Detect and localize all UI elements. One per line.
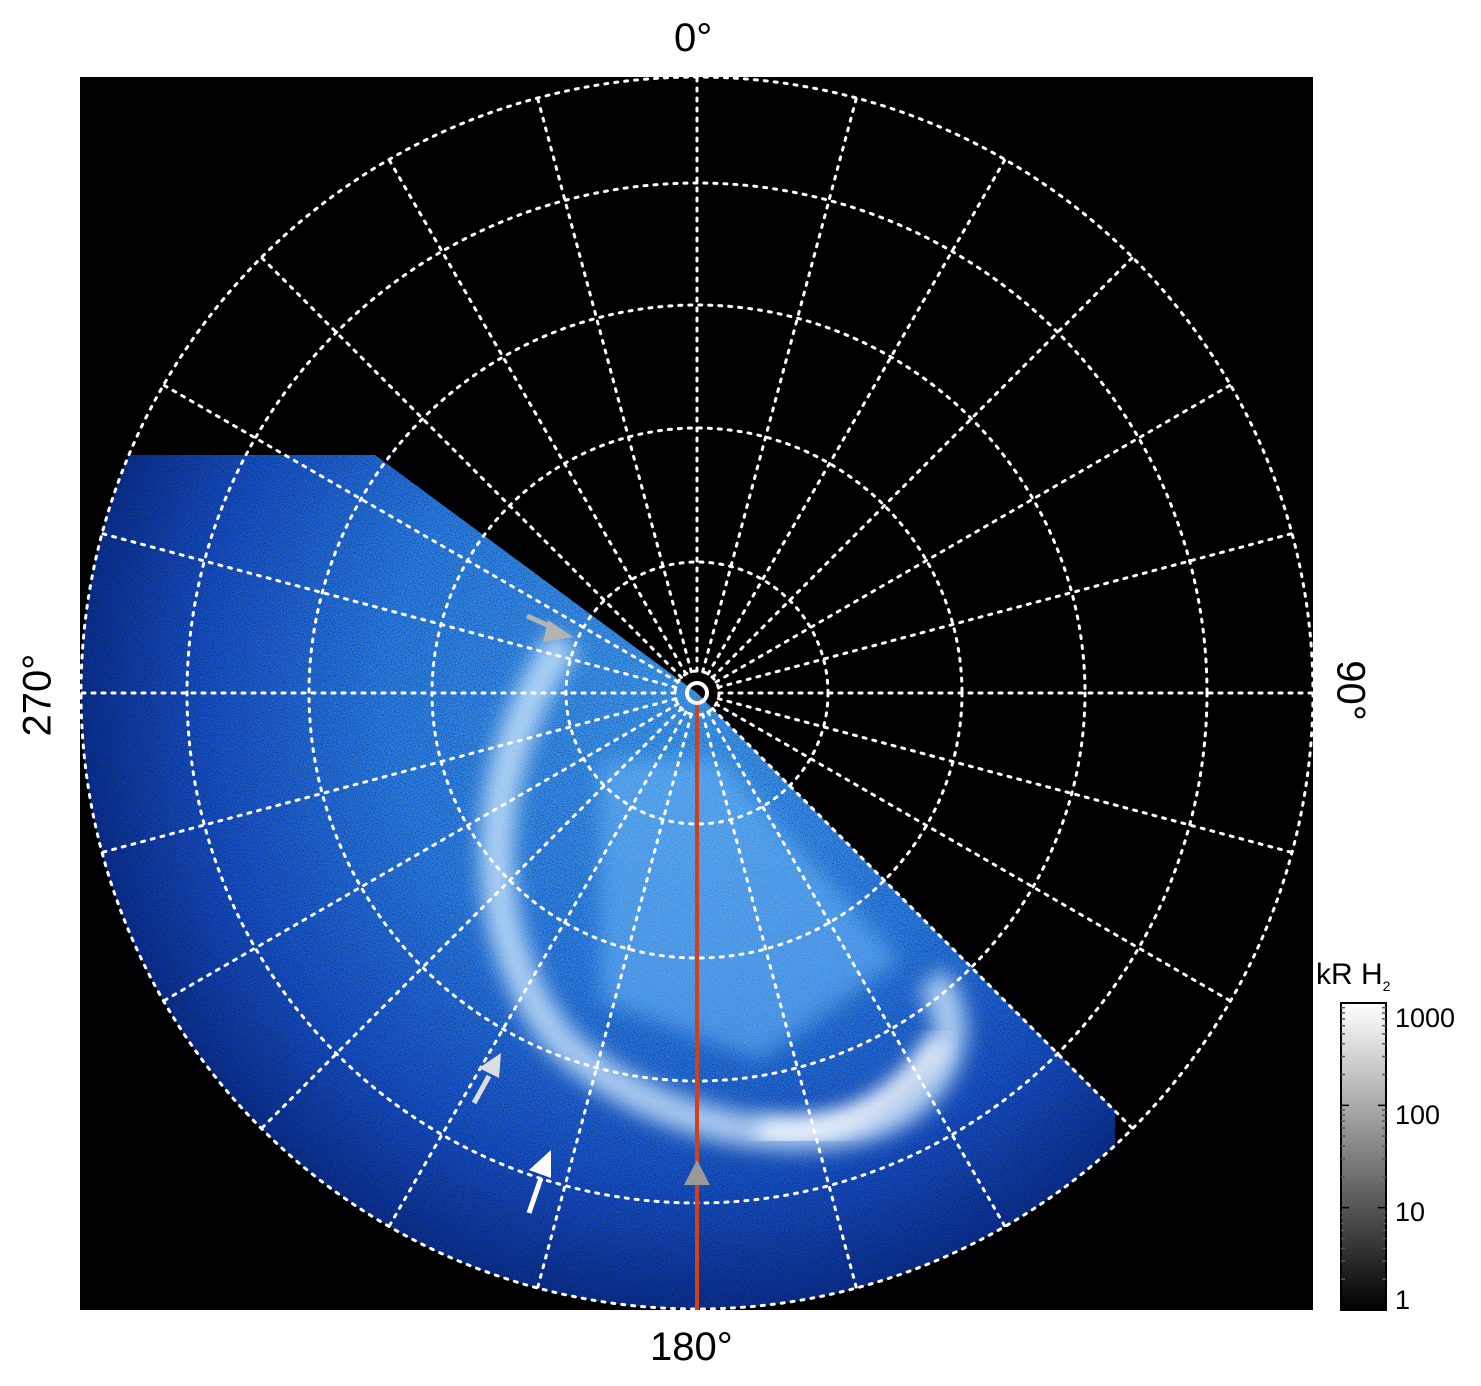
- longitude-line: [716, 697, 1294, 854]
- longitude-line: [162, 702, 680, 1003]
- colorbar-ticks: [1341, 1006, 1386, 1311]
- longitude-line: [387, 158, 688, 676]
- label-0-deg: 0°: [674, 16, 713, 60]
- polar-emission: [600, 760, 900, 1060]
- triangle-marker: [684, 1160, 710, 1185]
- pole-marker: [685, 681, 709, 705]
- longitude-line: [701, 96, 858, 674]
- colorbar-title: kR H2: [1316, 958, 1390, 994]
- white-arrow-lower: [526, 1150, 551, 1214]
- longitude-line: [162, 383, 680, 684]
- colorbar-tick-1: 1: [1395, 1285, 1411, 1315]
- longitude-line: [259, 707, 683, 1131]
- longitude-line: [259, 255, 683, 679]
- longitude-line: [711, 255, 1135, 679]
- longitude-line: [100, 532, 678, 689]
- colorbar-tick-100: 100: [1395, 1100, 1441, 1130]
- longitude-line: [387, 710, 688, 1228]
- longitude-line: [706, 710, 1007, 1228]
- longitude-line: [716, 532, 1294, 689]
- longitude-line: [711, 707, 1135, 1131]
- main-auroral-oval: [479, 630, 967, 1151]
- colorbar-title-subscript: 2: [1382, 978, 1391, 994]
- label-180-deg: 180°: [650, 1325, 733, 1369]
- colorbar: [1340, 1002, 1387, 1311]
- colorbar-title-text: kR H: [1316, 958, 1383, 991]
- longitude-line: [714, 702, 1232, 1003]
- longitude-line: [701, 712, 858, 1290]
- white-arrow-upper: [471, 1053, 501, 1105]
- longitude-line: [714, 383, 1232, 684]
- gray-arrow: [525, 613, 573, 642]
- bright-oval-core: [758, 1033, 950, 1143]
- longitude-line: [706, 158, 1007, 676]
- colorbar-tick-10: 10: [1395, 1197, 1426, 1227]
- label-270-deg: 270°: [15, 653, 60, 737]
- longitude-line: [536, 96, 693, 674]
- label-90-deg: 90°: [1328, 660, 1373, 721]
- colorbar-tick-1000: 1000: [1395, 1003, 1456, 1033]
- longitude-line: [536, 712, 693, 1290]
- longitude-line: [100, 697, 678, 854]
